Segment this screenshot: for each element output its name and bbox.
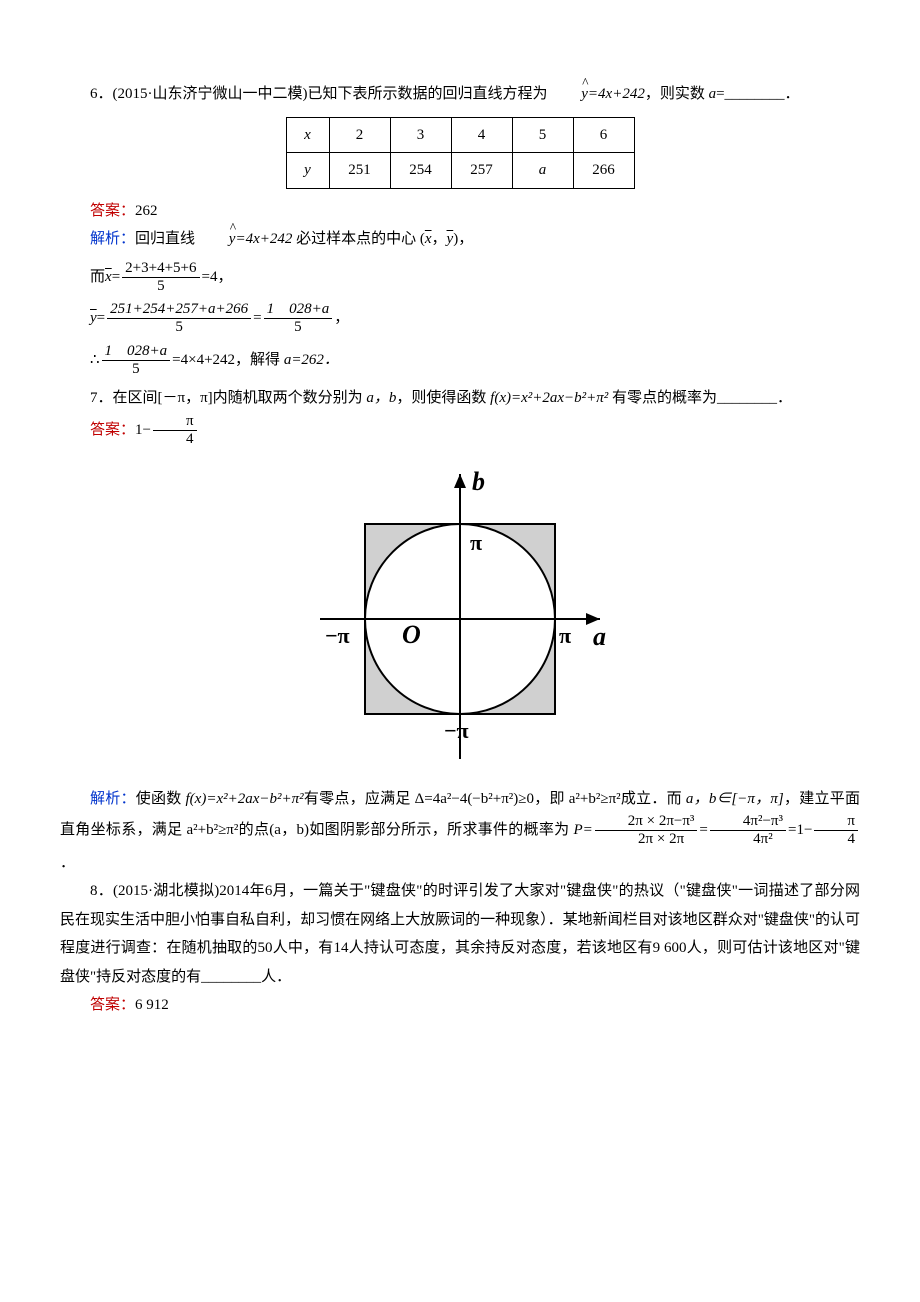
- q7-vars: a，b: [366, 390, 396, 406]
- cell-x-hdr: x: [286, 117, 329, 153]
- q7-text-b: ，则使得函数: [396, 390, 490, 406]
- q6-answer: 答案：262: [60, 197, 860, 226]
- answer-label: 答案：: [90, 422, 135, 438]
- num: 2π × 2π−π³: [595, 813, 698, 831]
- q7-func: f(x)=x²+2ax−b²+π²: [490, 390, 608, 406]
- func: f(x)=x²+2ax−b²+π²: [186, 791, 304, 807]
- q6-var-a: a: [709, 86, 717, 102]
- cell: 266: [573, 153, 634, 189]
- q8-answer: 答案：6 912: [60, 991, 860, 1020]
- t: 有零点，应满足 Δ=4a²−4(−b²+π²)≥0，即 a²+b²≥π²成立．而: [304, 791, 686, 807]
- svg-text:π: π: [470, 530, 482, 555]
- num: π: [814, 813, 858, 831]
- svg-text:−π: −π: [444, 718, 469, 743]
- num: 251+254+257+a+266: [107, 301, 251, 319]
- svg-text:π: π: [559, 623, 571, 648]
- tail: ，: [334, 310, 349, 326]
- q6-solve-line: ∴1 028+a5=4×4+242，解得 a=262．: [90, 343, 860, 379]
- table-row: x 2 3 4 5 6: [286, 117, 634, 153]
- cell: 4: [451, 117, 512, 153]
- q6-data-table: x 2 3 4 5 6 y 251 254 257 a 266: [286, 117, 635, 189]
- den: 5: [264, 319, 333, 336]
- cell: 251: [329, 153, 390, 189]
- q6-analysis-intro: 解析：回归直线 y=4x+242 必过样本点的中心 (x，y)，: [60, 225, 860, 254]
- dom: a，b∈[−π，π]: [686, 791, 784, 807]
- rhs: =4×4+242，解得: [172, 352, 284, 368]
- q6-ybar-line: y=251+254+257+a+2665=1 028+a5，: [90, 301, 860, 337]
- q8-text: 8．(2015·湖北模拟)2014年6月，一篇关于"键盘侠"的时评引发了大家对"…: [60, 883, 860, 985]
- den: 5: [122, 278, 199, 295]
- answer-value: 6 912: [135, 997, 169, 1013]
- analysis-a: 回归直线: [135, 231, 199, 247]
- analysis-b: 必过样本点的中心 (: [292, 231, 425, 247]
- P: P=: [573, 822, 592, 838]
- num: 4π²−π³: [710, 813, 786, 831]
- den: 4: [814, 831, 858, 848]
- svg-text:O: O: [402, 620, 421, 649]
- q7-text-a: 7．在区间[－π，π]内随机取两个数分别为: [90, 390, 366, 406]
- num: 2+3+4+5+6: [122, 260, 199, 278]
- cell-y-hdr: y: [286, 153, 329, 189]
- q6-xbar-line: 而x=2+3+4+5+65=4，: [90, 260, 860, 296]
- eq: =4，: [202, 269, 233, 285]
- q7-diagram: b a Oπ π −π −π: [60, 464, 860, 775]
- q8-stem: 8．(2015·湖北模拟)2014年6月，一篇关于"键盘侠"的时评引发了大家对"…: [60, 877, 860, 991]
- den: 5: [107, 319, 251, 336]
- period: ．: [60, 855, 75, 871]
- cell: 6: [573, 117, 634, 153]
- svg-text:b: b: [472, 467, 485, 496]
- cell: 2: [329, 117, 390, 153]
- therefore: ∴: [90, 352, 100, 368]
- num: π: [153, 413, 197, 431]
- q7-answer: 答案：1−π4: [60, 413, 860, 449]
- q6-eqn: =4x+242: [588, 86, 645, 102]
- q6-text-a: 6．(2015·山东济宁微山一中二模)已知下表所示数据的回归直线方程为: [90, 86, 551, 102]
- answer-prefix: 1−: [135, 422, 151, 438]
- t: 使函数: [136, 791, 186, 807]
- solve: a=262．: [284, 352, 339, 368]
- cell-a: a: [512, 153, 573, 189]
- den: 4π²: [710, 831, 786, 848]
- analysis-c: )，: [453, 231, 473, 247]
- answer-label: 答案：: [90, 203, 135, 219]
- xbar: x: [425, 231, 432, 247]
- svg-text:a: a: [593, 622, 606, 651]
- y-hat: y: [199, 225, 236, 254]
- table-row: y 251 254 257 a 266: [286, 153, 634, 189]
- q6-stem: 6．(2015·山东济宁微山一中二模)已知下表所示数据的回归直线方程为 y=4x…: [60, 80, 860, 109]
- cell: 254: [390, 153, 451, 189]
- den: 4: [153, 431, 197, 448]
- den: 2π × 2π: [595, 831, 698, 848]
- cell: 5: [512, 117, 573, 153]
- num: 1 028+a: [102, 343, 171, 361]
- q7-analysis: 解析：使函数 f(x)=x²+2ax−b²+π²有零点，应满足 Δ=4a²−4(…: [60, 785, 860, 878]
- tail-prefix: =1−: [788, 822, 812, 838]
- analysis-eqn: =4x+242: [235, 231, 292, 247]
- prefix: 而: [90, 269, 105, 285]
- q7-stem: 7．在区间[－π，π]内随机取两个数分别为 a，b，则使得函数 f(x)=x²+…: [60, 384, 860, 413]
- num: 1 028+a: [264, 301, 333, 319]
- ybar: y: [90, 310, 97, 326]
- q7-text-c: 有零点的概率为________．: [608, 390, 792, 406]
- analysis-label: 解析：: [90, 791, 136, 807]
- comma: ，: [432, 231, 447, 247]
- analysis-label: 解析：: [90, 231, 135, 247]
- svg-text:−π: −π: [325, 623, 350, 648]
- cell: 3: [390, 117, 451, 153]
- y-hat: y: [551, 80, 588, 109]
- q6-text-b: ，则实数: [645, 86, 709, 102]
- answer-value: 262: [135, 203, 158, 219]
- q6-text-c: =________．: [716, 86, 799, 102]
- xbar: x: [105, 269, 112, 285]
- geometry-diagram: b a Oπ π −π −π: [310, 464, 610, 764]
- cell: 257: [451, 153, 512, 189]
- answer-label: 答案：: [90, 997, 135, 1013]
- den: 5: [102, 361, 171, 378]
